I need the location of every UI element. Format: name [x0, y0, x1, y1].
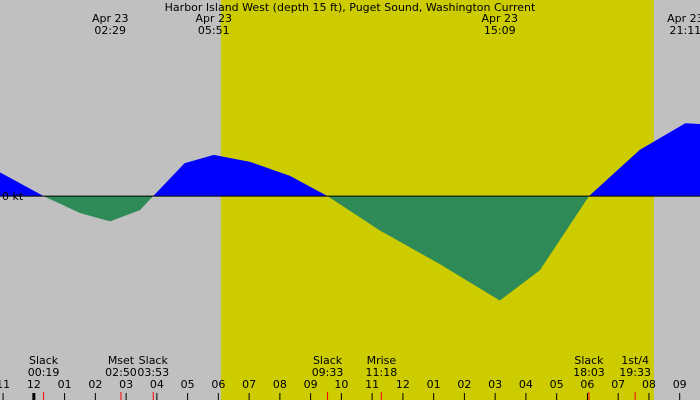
event-time: 03:53 — [137, 366, 169, 379]
x-tick-label: 05 — [550, 378, 564, 391]
x-tick-label: 11 — [365, 378, 379, 391]
event-time: 19:33 — [619, 366, 651, 379]
extreme-time: 05:51 — [198, 24, 230, 37]
extreme-date: Apr 23 — [482, 12, 519, 25]
event-time: 00:19 — [28, 366, 60, 379]
x-tick-label: 03 — [119, 378, 133, 391]
x-tick-label: 12 — [396, 378, 410, 391]
x-tick-label: 05 — [181, 378, 195, 391]
event-time: 18:03 — [573, 366, 605, 379]
event-label: Slack — [313, 354, 343, 367]
x-tick-label: 10 — [334, 378, 348, 391]
x-tick-label: 02 — [457, 378, 471, 391]
x-tick-label: 08 — [642, 378, 656, 391]
x-tick-label: 09 — [304, 378, 318, 391]
x-tick-label: 01 — [427, 378, 441, 391]
event-time: 09:33 — [312, 366, 344, 379]
x-tick-label: 04 — [519, 378, 533, 391]
event-label: Slack — [139, 354, 169, 367]
x-tick-label: 11 — [0, 378, 10, 391]
extreme-time: 02:29 — [94, 24, 126, 37]
extreme-date: Apr 23 — [667, 12, 700, 25]
x-tick-label: 07 — [242, 378, 256, 391]
x-tick-label: 07 — [611, 378, 625, 391]
extreme-time: 21:11 — [669, 24, 700, 37]
x-tick-label: 09 — [673, 378, 687, 391]
extreme-time: 15:09 — [484, 24, 516, 37]
event-time: 11:18 — [366, 366, 398, 379]
ebb-area — [43, 196, 589, 301]
x-tick-label: 06 — [211, 378, 225, 391]
x-tick-label: 03 — [488, 378, 502, 391]
x-tick-label: 12 — [27, 378, 41, 391]
event-label: Slack — [574, 354, 604, 367]
x-tick-label: 01 — [58, 378, 72, 391]
event-time: 02:50 — [105, 366, 137, 379]
chart-title: Harbor Island West (depth 15 ft), Puget … — [165, 1, 536, 14]
flood-area — [0, 123, 700, 197]
event-label: Mset — [108, 354, 135, 367]
x-tick-label: 06 — [580, 378, 594, 391]
extreme-date: Apr 23 — [195, 12, 232, 25]
extreme-date: Apr 23 — [92, 12, 129, 25]
event-label: 1st/4 — [621, 354, 649, 367]
event-label: Slack — [29, 354, 59, 367]
y-tick-label: 0 kt — [2, 190, 24, 203]
x-tick-label: 04 — [150, 378, 164, 391]
x-tick-label: 02 — [88, 378, 102, 391]
event-label: Mrise — [367, 354, 397, 367]
x-tick-label: 08 — [273, 378, 287, 391]
